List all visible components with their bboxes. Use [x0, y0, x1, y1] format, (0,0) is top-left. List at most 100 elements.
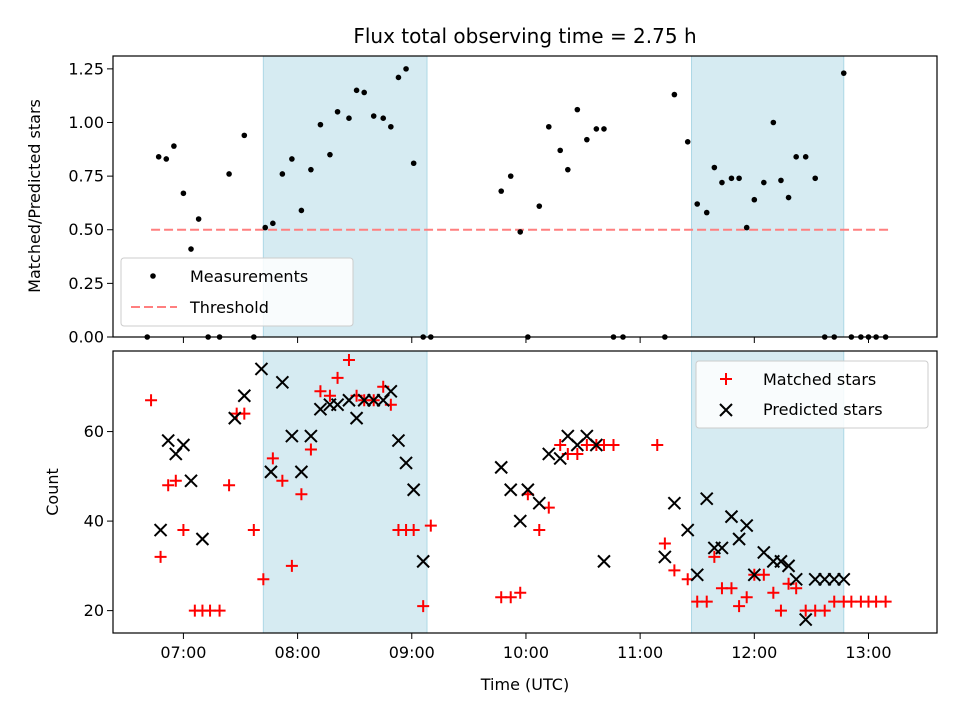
matched-star-point [145, 394, 158, 407]
bottom-x-axis: 07:00 08:00 09:00 10:00 11:00 12:00 13:00 [160, 633, 892, 662]
measurement-point [694, 201, 701, 207]
matched-star-point [668, 564, 681, 577]
matched-star-point [213, 604, 226, 617]
measurement-point [601, 126, 607, 132]
measurement-point [802, 154, 809, 160]
measurement-point [410, 160, 417, 167]
predicted-star-point [789, 572, 803, 586]
predicted-star-point [837, 572, 851, 586]
predicted-star-point [264, 465, 278, 479]
predicted-star-point [367, 393, 381, 407]
measurement-point [180, 190, 187, 197]
measurement-point [593, 126, 600, 132]
matched-star-point [767, 586, 780, 599]
matched-star-point [700, 595, 713, 608]
measurement-point [711, 164, 718, 171]
measurement-point [812, 175, 819, 182]
measurement-point [761, 179, 767, 186]
matched-star-point [331, 371, 344, 384]
predicted-star-point [285, 429, 299, 443]
predicted-star-point [827, 572, 841, 586]
y-tick-label: 0.25 [68, 274, 104, 293]
matched-star-point [651, 439, 664, 451]
matched-star-point [740, 591, 753, 604]
measurement-point [327, 151, 333, 158]
predicted-star-point [228, 411, 242, 425]
measurement-point [770, 119, 777, 126]
matched-star-point [725, 582, 738, 595]
predicted-star-point [513, 514, 527, 528]
predicted-star-point [184, 474, 198, 488]
predicted-star-point [808, 572, 822, 586]
bottom-y-axis-label: Count [43, 468, 62, 516]
predicted-star-point [391, 433, 406, 448]
matched-star-point [417, 600, 430, 613]
matched-star-point [314, 385, 327, 398]
matched-star-point [342, 353, 355, 366]
matched-star-point [554, 439, 567, 451]
predicted-star-point [399, 456, 413, 470]
predicted-star-point [254, 362, 269, 376]
predicted-star-point [700, 492, 714, 506]
measurement-point [155, 154, 162, 160]
measurement-point [565, 166, 571, 173]
measurement-point [388, 123, 394, 130]
top-y-axis-label: Matched/Predicted stars [25, 99, 44, 293]
predicted-star-point [774, 554, 788, 569]
predicted-star-point [532, 496, 546, 510]
predicted-star-point [690, 568, 704, 582]
measurement-point [317, 121, 324, 128]
matched-star-point [276, 474, 289, 487]
matched-star-point [285, 559, 298, 572]
top-legend-box [120, 257, 354, 327]
measurement-point [584, 136, 590, 143]
predicted-star-point [237, 389, 252, 403]
measurement-point [557, 147, 564, 154]
measurement-point [778, 177, 784, 184]
y-tick-label: 0.50 [68, 220, 104, 239]
measurement-point [498, 188, 505, 194]
measurement-point [195, 216, 202, 222]
matched-star-point [266, 452, 279, 465]
top-panel: Flux total observing time = 2.75 h 0.000… [25, 24, 938, 347]
predicted-star-point [294, 465, 309, 479]
predicted-star-point [667, 496, 682, 510]
predicted-star-point [553, 451, 567, 466]
matched-star-point [223, 479, 236, 492]
measurement-point [545, 123, 552, 130]
observing-window-band [691, 55, 845, 338]
measurement-point [671, 91, 678, 98]
measurement-point [703, 209, 710, 216]
top-observing-windows [262, 55, 845, 338]
measurement-point [840, 70, 847, 76]
measurement-point [262, 224, 269, 231]
y-tick-label: 1.00 [68, 113, 104, 132]
matched-star-point [154, 550, 167, 563]
predicted-star-point [176, 438, 191, 452]
top-title: Flux total observing time = 2.75 h [353, 24, 696, 48]
bottom-legend: Matched stars Predicted stars [695, 360, 929, 429]
matched-star-point [169, 474, 182, 487]
bottom-x-axis-label: Time (UTC) [480, 675, 569, 694]
measurement-point [298, 207, 305, 214]
matched-star-point [514, 586, 527, 599]
predicted-star-point [747, 568, 762, 582]
y-tick-label: 20 [84, 601, 104, 620]
predicted-star-point [349, 411, 364, 425]
measurement-point [507, 173, 514, 179]
matched-star-point [407, 524, 420, 537]
y-tick-label: 60 [84, 422, 104, 441]
y-tick-label: 40 [84, 512, 104, 531]
matched-stars-points [145, 353, 892, 617]
measurement-point [370, 113, 377, 119]
matched-star-point [247, 524, 260, 537]
matched-star-point [424, 519, 437, 532]
top-legend: Measurements Threshold [120, 257, 354, 327]
predicted-star-point [739, 518, 754, 533]
predicted-star-point [342, 393, 356, 407]
matched-star-point [708, 550, 721, 563]
measurement-point [163, 156, 170, 162]
measurement-point [289, 156, 295, 162]
measurement-point [785, 194, 792, 201]
